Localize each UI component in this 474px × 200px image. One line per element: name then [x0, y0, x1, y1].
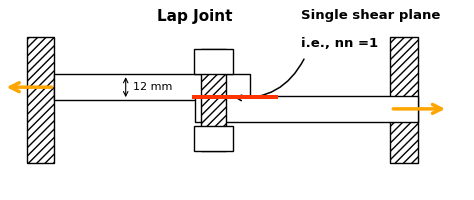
Text: Single shear plane: Single shear plane — [301, 9, 440, 22]
Text: Lap Joint: Lap Joint — [157, 9, 233, 24]
Bar — [192, 95, 278, 99]
Text: i.e., nn =1: i.e., nn =1 — [301, 37, 378, 50]
Bar — [195, 96, 418, 122]
Text: 12 mm: 12 mm — [133, 82, 172, 92]
Bar — [193, 126, 233, 151]
Bar — [193, 49, 233, 74]
Bar — [391, 37, 418, 163]
Bar — [27, 37, 55, 163]
Bar — [55, 74, 250, 100]
Bar — [201, 49, 226, 151]
